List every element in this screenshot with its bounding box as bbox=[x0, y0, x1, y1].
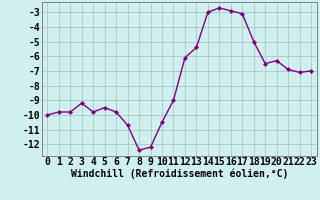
X-axis label: Windchill (Refroidissement éolien,°C): Windchill (Refroidissement éolien,°C) bbox=[70, 169, 288, 179]
